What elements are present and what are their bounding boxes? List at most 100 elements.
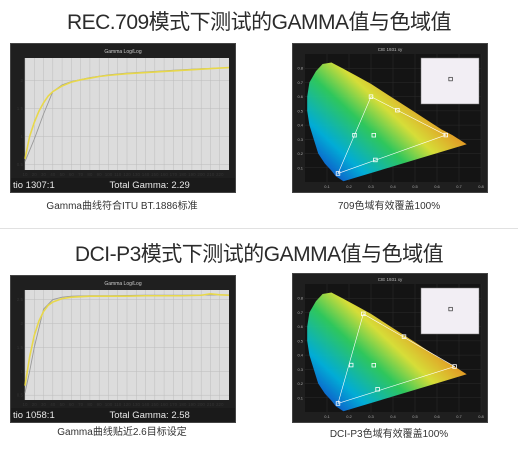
x-tick-label: 220 [216, 402, 224, 407]
measured-point [335, 171, 341, 176]
x-tick-label: 110 [114, 402, 122, 407]
y-tick-label: 0.5 [297, 338, 303, 343]
y-tick-label: 0.2 [297, 151, 303, 156]
measured-point [371, 363, 376, 368]
y-tick-label: 2 [20, 78, 23, 83]
y-tick-label: 0.7 [297, 310, 303, 315]
x-tick-label: 180 [179, 402, 187, 407]
gamma-chart-title: Gamma Log/Log [104, 281, 141, 287]
measured-point [335, 401, 341, 406]
measured-point [443, 132, 448, 138]
x-tick-label: 0.5 [412, 184, 418, 189]
x-tick-label: 0.8 [478, 184, 484, 189]
x-tick-label: 110 [114, 172, 122, 177]
x-tick-label: 0.6 [434, 414, 440, 419]
gamut-chart-panel: CIE 1931 xy 0.1 0.2 0.3 0.4 0.5 0.6 0.7 0.8 0.1 0.… [292, 43, 488, 193]
x-tick-label: 70 [78, 402, 84, 407]
x-tick-label: 0.1 [324, 184, 330, 189]
x-tick-label: 0.4 [390, 414, 396, 419]
target-gamut-triangle [337, 313, 456, 404]
x-tick-label: 140 [142, 402, 150, 407]
measured-point [452, 364, 457, 369]
white-point-marker [448, 76, 453, 82]
y-tick-label: 0.3 [297, 367, 303, 372]
gamma-chart-caption: Gamma曲线符合ITU BT.1886标准 [46, 201, 198, 212]
y-tick-label: 1.5 [17, 106, 24, 111]
x-tick-label: 0.4 [390, 184, 396, 189]
x-tick-label: 20 [32, 172, 38, 177]
y-tick-label: 2.5 [17, 297, 24, 302]
x-tick-label: 130 [133, 402, 141, 407]
gamut-chart-caption: DCI-P3色域有效覆盖100% [329, 429, 449, 440]
x-tick-label: 150 [151, 172, 159, 177]
x-tick-label: 170 [170, 172, 178, 177]
x-tick-label: 120 [123, 172, 131, 177]
y-tick-label: 0.5 [297, 108, 303, 113]
spectral-locus [307, 292, 467, 412]
y-tick-label: 1 [20, 134, 23, 139]
contrast-ratio-label: tio 1307:1 [13, 180, 55, 191]
x-tick-label: 40 [50, 172, 56, 177]
y-tick-label: 0.7 [297, 80, 303, 85]
x-tick-label: 190 [188, 402, 196, 407]
total-gamma-label: Total Gamma: 2.58 [110, 410, 190, 421]
gamma-chart-panel: Gamma Log/Log 10 20 30 40 50 60 70 80 90 100 110 120… [10, 43, 236, 193]
x-tick-label: 180 [179, 172, 187, 177]
x-tick-label: 210 [207, 172, 215, 177]
measured-point [349, 362, 354, 368]
gamut-chart-title: CIE 1931 xy [378, 47, 403, 52]
gamma-chart-caption: Gamma曲线贴近2.6目标设定 [57, 427, 187, 438]
x-tick-label: 130 [133, 172, 141, 177]
x-tick-label: 100 [105, 172, 113, 177]
section-rec709: REC.709模式下测试的GAMMA值与色域值 Gamma Log/Log 10 2… [0, 0, 518, 228]
gamut-chart-panel: CIE 1931 xy 0.1 0.2 0.3 0.4 0.5 0.6 0.7 0.8 0.1 0.… [292, 273, 488, 423]
x-tick-label: 50 [60, 402, 66, 407]
x-tick-label: 60 [69, 172, 75, 177]
x-tick-label: 0.7 [456, 414, 462, 419]
y-tick-label: 0.8 [297, 296, 303, 301]
x-tick-label: 220 [216, 172, 224, 177]
x-tick-label: 0.2 [346, 414, 352, 419]
x-tick-label: 100 [105, 402, 113, 407]
section-dci-p3: DCI-P3模式下测试的GAMMA值与色域值 Gamma Log/Log 10 20… [0, 229, 518, 461]
contrast-ratio-label: tio 1058:1 [13, 410, 55, 421]
y-tick-label: 0.1 [297, 165, 303, 170]
gamut-chart: CIE 1931 xy 0.1 0.2 0.3 0.4 0.5 0.6 0.7 0.8 0.1 0.… [293, 44, 487, 192]
measured-point [361, 311, 366, 317]
x-tick-label: 40 [50, 402, 56, 407]
x-tick-label: 20 [32, 402, 38, 407]
gamma-chart-panel: Gamma Log/Log 10 20 30 40 50 60 70 80 90 100 110 120… [10, 275, 236, 423]
x-tick-label: 190 [188, 172, 196, 177]
measured-point [368, 94, 374, 99]
y-tick-label: 0.6 [297, 94, 303, 99]
y-tick-label: 0.3 [297, 137, 303, 142]
y-tick-label: 0.4 [297, 353, 303, 358]
x-tick-label: 160 [160, 172, 168, 177]
x-tick-label: 90 [97, 172, 103, 177]
measured-point [375, 387, 380, 392]
x-tick-label: 200 [197, 172, 205, 177]
section-title: DCI-P3模式下测试的GAMMA值与色域值 [74, 243, 444, 266]
x-tick-label: 50 [60, 172, 66, 177]
x-tick-label: 10 [22, 402, 28, 407]
x-tick-label: 0.6 [434, 184, 440, 189]
gamut-chart: CIE 1931 xy 0.1 0.2 0.3 0.4 0.5 0.6 0.7 0.8 0.1 0.… [293, 274, 487, 422]
x-tick-label: 0.8 [478, 414, 484, 419]
y-tick-label: 1 [20, 369, 23, 374]
y-tick-label: 2 [20, 321, 23, 326]
measured-point [373, 157, 378, 163]
target-gamut-triangle [337, 96, 447, 174]
y-tick-label: 0.5 [17, 393, 24, 398]
gamma-status-bar [11, 408, 235, 422]
x-tick-label: 0.3 [368, 414, 374, 419]
y-tick-label: 0.4 [297, 123, 303, 128]
measured-point [401, 334, 407, 339]
x-tick-label: 30 [41, 402, 47, 407]
section-title: REC.709模式下测试的GAMMA值与色域值 [66, 11, 452, 34]
x-tick-label: 60 [69, 402, 75, 407]
y-tick-label: 0.8 [297, 66, 303, 71]
x-tick-label: 170 [170, 402, 178, 407]
x-tick-label: 10 [22, 172, 28, 177]
